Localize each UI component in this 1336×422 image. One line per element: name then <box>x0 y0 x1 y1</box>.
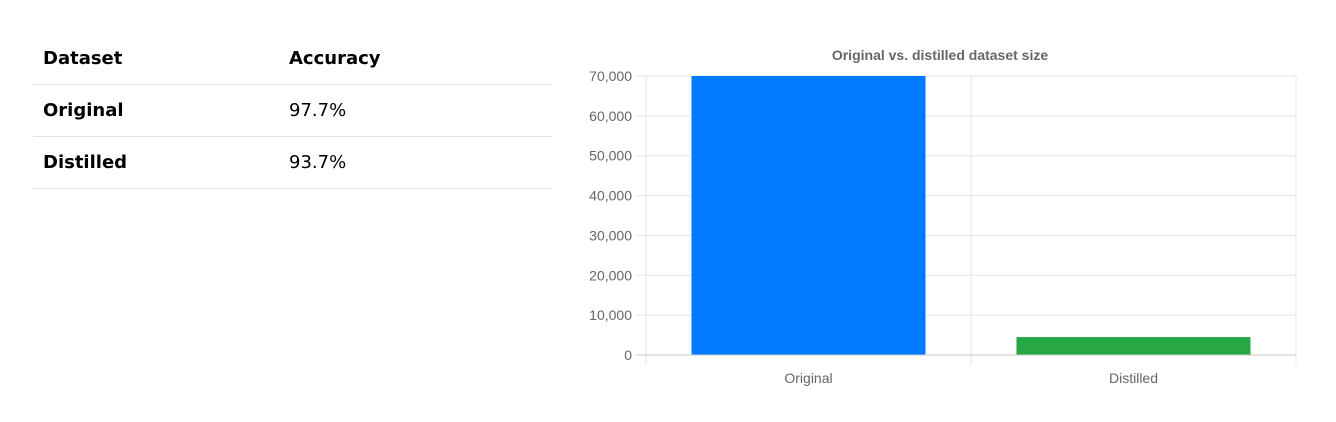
y-tick-label: 40,000 <box>589 188 632 204</box>
dataset-cell: Original <box>33 84 279 137</box>
accuracy-cell: 93.7% <box>279 136 552 189</box>
y-tick-label: 0 <box>624 347 632 363</box>
y-tick-label: 50,000 <box>589 148 632 164</box>
bar-distilled <box>1016 337 1251 355</box>
dataset-size-chart: Original vs. distilled dataset size 0 10,… <box>589 47 1297 386</box>
table-row: Original 97.7% <box>33 84 552 137</box>
accuracy-cell: 97.7% <box>279 84 552 137</box>
chart-labels: 0 10,000 20,000 30,000 40,000 50,000 60,000 70,… <box>589 68 1158 386</box>
y-tick-label: 20,000 <box>589 267 632 283</box>
header-dataset: Dataset <box>33 33 279 85</box>
y-tick-label: 60,000 <box>589 108 632 124</box>
header-accuracy: Accuracy <box>279 33 552 85</box>
table-header-row: Dataset Accuracy <box>33 33 552 85</box>
dataset-cell: Distilled <box>33 136 279 189</box>
chart-bars <box>691 76 1251 355</box>
y-tick-label: 70,000 <box>589 68 632 84</box>
x-tick-label: Original <box>784 370 832 386</box>
table-row: Distilled 93.7% <box>33 136 552 189</box>
x-tick-label: Distilled <box>1109 370 1158 386</box>
results-table: Dataset Accuracy Original 97.7% Distille… <box>33 33 552 189</box>
y-tick-label: 10,000 <box>589 307 632 323</box>
bar-original <box>691 76 926 355</box>
y-tick-label: 30,000 <box>589 227 632 243</box>
chart-title: Original vs. distilled dataset size <box>832 47 1049 63</box>
